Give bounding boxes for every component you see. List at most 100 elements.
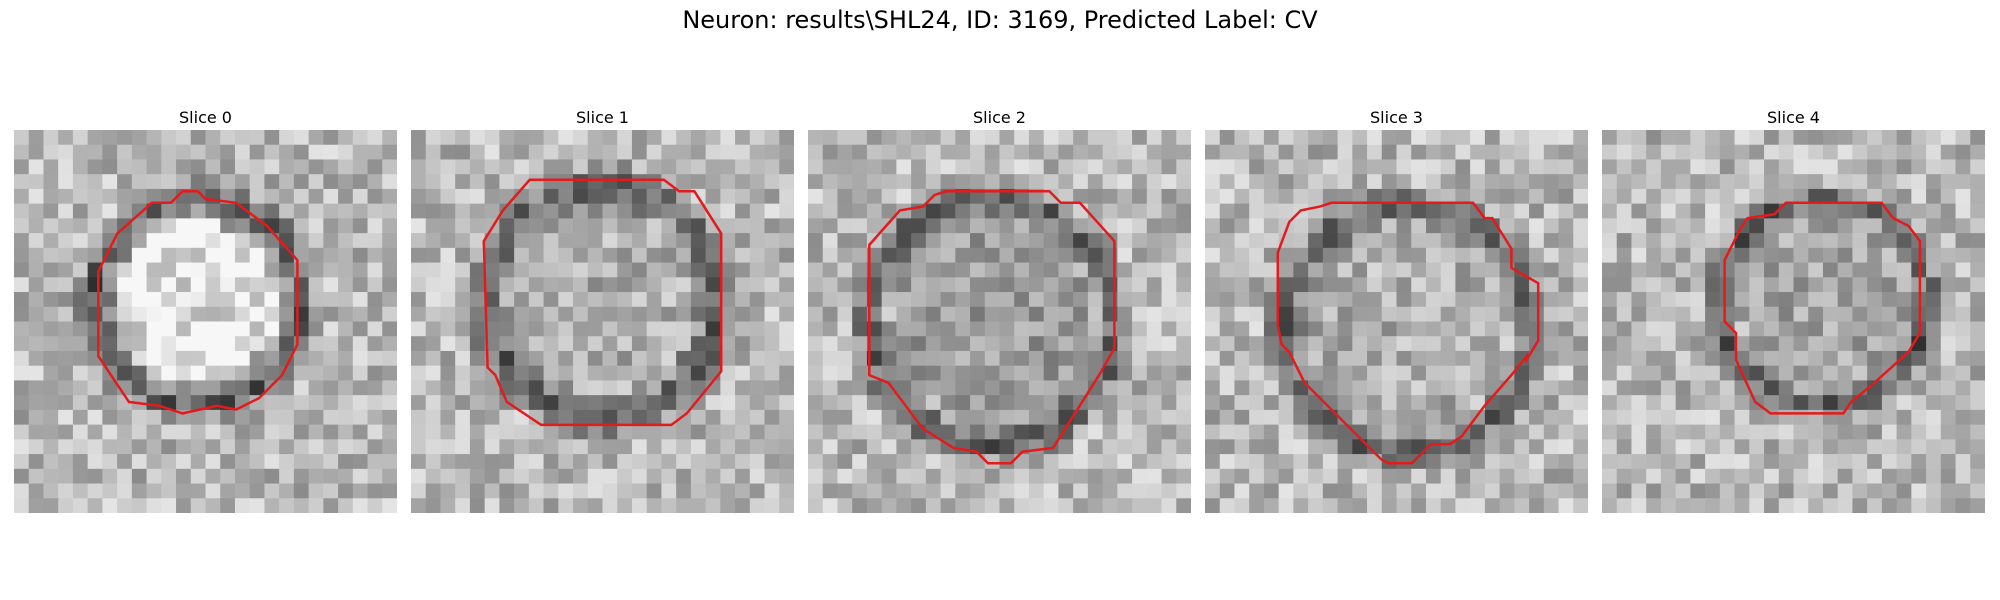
image-pixel — [1764, 483, 1780, 499]
image-pixel — [1896, 262, 1912, 278]
image-pixel — [308, 409, 324, 426]
image-pixel — [808, 350, 824, 367]
image-pixel — [1602, 144, 1618, 161]
image-pixel — [176, 380, 192, 396]
image-pixel — [631, 144, 648, 161]
image-pixel — [720, 424, 736, 440]
image-pixel — [1573, 218, 1588, 234]
image-pixel — [822, 424, 839, 440]
image-pixel — [469, 188, 486, 205]
image-pixel — [499, 498, 515, 513]
image-pixel — [1205, 203, 1221, 219]
image-pixel — [1660, 468, 1677, 485]
image-pixel — [382, 424, 397, 440]
image-pixel — [308, 218, 324, 234]
image-pixel — [1631, 336, 1647, 352]
image-pixel — [279, 262, 295, 278]
image-pixel — [1896, 247, 1912, 264]
image-pixel — [1396, 306, 1412, 323]
image-pixel — [279, 350, 295, 367]
image-pixel — [1484, 468, 1501, 485]
image-pixel — [999, 350, 1015, 367]
image-pixel — [1646, 247, 1662, 264]
image-pixel — [528, 292, 545, 308]
image-pixel — [1955, 395, 1971, 411]
image-pixel — [411, 159, 427, 175]
image-pixel — [1381, 321, 1398, 337]
image-pixel — [249, 306, 266, 323]
image-pixel — [1205, 130, 1221, 146]
image-pixel — [1940, 247, 1957, 264]
image-pixel — [676, 218, 692, 234]
image-pixel — [646, 380, 663, 396]
image-pixel — [676, 203, 692, 219]
image-pixel — [1381, 350, 1398, 367]
image-pixel — [1278, 336, 1294, 352]
image-pixel — [764, 144, 780, 161]
image-pixel — [1631, 424, 1647, 440]
image-pixel — [1278, 409, 1294, 426]
image-pixel — [749, 409, 766, 426]
image-pixel — [1690, 174, 1706, 190]
image-pixel — [690, 233, 707, 249]
image-pixel — [1132, 424, 1148, 440]
image-pixel — [161, 130, 177, 146]
image-pixel — [1014, 174, 1030, 190]
image-pixel — [1219, 218, 1236, 234]
image-pixel — [1352, 380, 1368, 396]
image-pixel — [72, 395, 89, 411]
image-pixel — [1749, 277, 1765, 293]
image-pixel — [866, 498, 883, 513]
image-pixel — [749, 454, 766, 470]
image-pixel — [1616, 292, 1633, 308]
image-pixel — [1881, 306, 1898, 323]
image-pixel — [1955, 277, 1971, 293]
image-pixel — [1337, 380, 1353, 396]
image-pixel — [984, 203, 1001, 219]
image-pixel — [1793, 188, 1809, 205]
image-pixel — [1146, 468, 1163, 485]
image-pixel — [1926, 218, 1942, 234]
image-pixel — [602, 409, 618, 426]
image-pixel — [1293, 454, 1309, 470]
image-pixel — [970, 498, 986, 513]
image-pixel — [117, 498, 133, 513]
image-pixel — [1837, 130, 1854, 146]
image-pixel — [1028, 424, 1045, 440]
image-pixel — [1455, 188, 1471, 205]
image-pixel — [1381, 468, 1398, 485]
image-pixel — [1660, 380, 1677, 396]
image-pixel — [484, 130, 500, 146]
image-pixel — [1117, 468, 1133, 485]
image-pixel — [1970, 321, 1985, 337]
image-pixel — [1631, 365, 1647, 382]
image-pixel — [1219, 174, 1236, 190]
image-pixel — [1455, 336, 1471, 352]
image-pixel — [1543, 188, 1560, 205]
image-pixel — [1425, 336, 1442, 352]
image-pixel — [323, 233, 339, 249]
image-pixel — [1543, 454, 1560, 470]
image-pixel — [1764, 424, 1780, 440]
image-pixel — [1660, 336, 1677, 352]
image-pixel — [1646, 174, 1662, 190]
image-pixel — [1263, 247, 1280, 264]
image-pixel — [1543, 277, 1560, 293]
image-pixel — [1926, 395, 1942, 411]
image-pixel — [543, 306, 559, 323]
image-pixel — [661, 483, 677, 499]
image-pixel — [220, 292, 236, 308]
image-pixel — [1660, 159, 1677, 175]
image-pixel — [323, 174, 339, 190]
image-pixel — [28, 144, 45, 161]
image-pixel — [205, 498, 221, 513]
image-pixel — [558, 188, 574, 205]
image-pixel — [1543, 409, 1560, 426]
image-pixel — [499, 439, 515, 455]
image-pixel — [1234, 144, 1250, 161]
image-pixel — [587, 203, 604, 219]
image-pixel — [87, 454, 103, 470]
image-pixel — [1176, 247, 1191, 264]
image-pixel — [1970, 439, 1985, 455]
image-pixel — [1117, 365, 1133, 382]
